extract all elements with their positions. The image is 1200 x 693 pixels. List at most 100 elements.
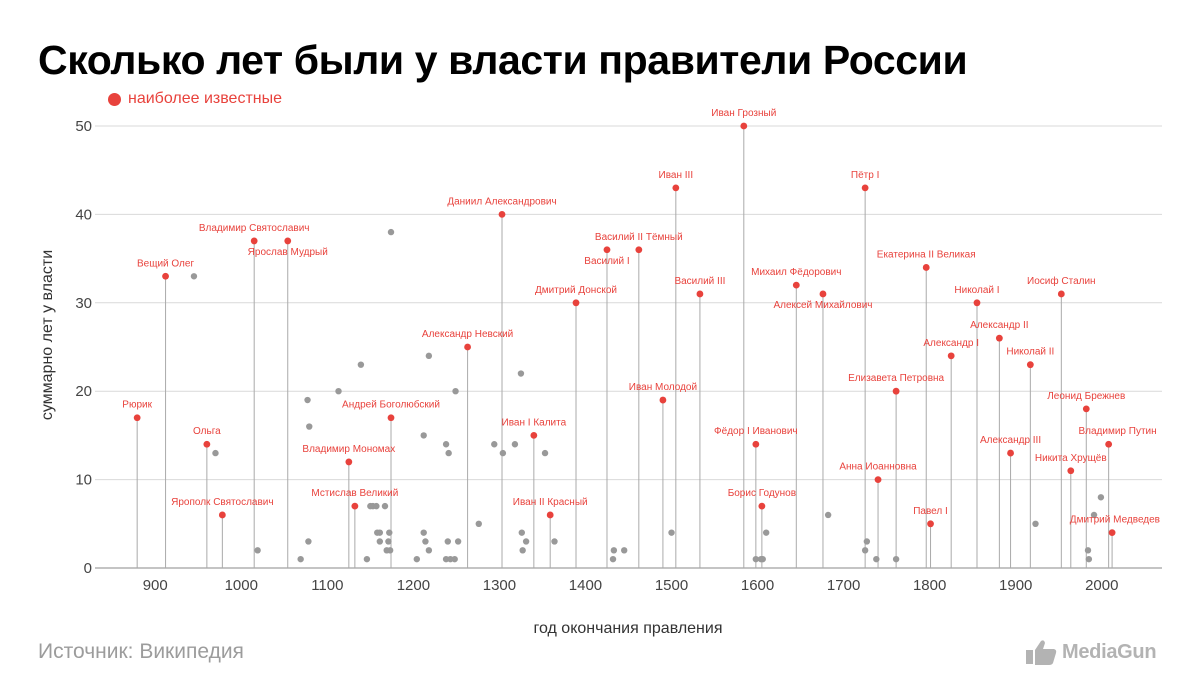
ruler-point — [824, 511, 832, 519]
other-rulers-points — [190, 228, 1105, 563]
ruler-point — [381, 502, 389, 510]
ruler-point — [511, 441, 519, 448]
highlighted-rulers-points: Рюрик Вещий Олег Ольга Ярополк Святославич В… — [122, 108, 1160, 537]
x-tick-label: 1100 — [311, 577, 343, 594]
chart-title: Сколько лет были у власти правители Росс… — [38, 37, 968, 83]
ruler-point — [873, 555, 880, 563]
legend: наиболее известные — [108, 90, 282, 108]
x-tick-label: 1500 — [655, 577, 688, 594]
ruler-label: Пётр I — [851, 170, 879, 181]
ruler-label: Василий I — [584, 256, 629, 267]
ruler-label: Андрей Боголюбский — [342, 399, 440, 411]
highlighted-ruler-point — [819, 290, 827, 298]
brand-logo: MediaGun — [1024, 638, 1157, 666]
ruler-point — [541, 449, 549, 457]
ruler-label: Борис Годунов — [728, 488, 796, 499]
ruler-label: Александр I — [923, 338, 979, 349]
highlighted-ruler-point — [927, 520, 934, 528]
ruler-label: Никита Хрущёв — [1035, 453, 1107, 464]
highlighted-ruler-point — [995, 334, 1003, 342]
ruler-label: Дмитрий Медведев — [1070, 515, 1160, 526]
highlighted-ruler-point — [530, 432, 538, 439]
ruler-point — [386, 529, 393, 536]
ruler-label: Иван Молодой — [629, 382, 697, 393]
ruler-point — [387, 228, 395, 236]
ruler-point — [420, 432, 427, 439]
ruler-label: Иван Грозный — [711, 108, 776, 119]
ruler-label: Василий II Тёмный — [595, 232, 683, 243]
highlighted-ruler-point — [345, 458, 353, 466]
highlighted-ruler-point — [874, 476, 882, 483]
ruler-point — [522, 538, 530, 545]
ruler-point — [499, 449, 507, 457]
x-tick-label: 1000 — [225, 577, 258, 594]
x-tick-label: 2000 — [1085, 577, 1118, 594]
ruler-label: Рюрик — [122, 400, 152, 411]
ruler-label: Леонид Брежнев — [1047, 391, 1125, 402]
ruler-point — [306, 423, 313, 430]
ruler-point — [609, 555, 617, 563]
ruler-point — [1097, 494, 1105, 501]
highlighted-ruler-point — [546, 511, 554, 519]
ruler-point — [254, 547, 261, 554]
ruler-point — [610, 547, 618, 554]
highlighted-ruler-point — [603, 246, 611, 254]
ruler-point — [451, 555, 458, 563]
ruler-point — [517, 370, 525, 377]
highlighted-ruler-point — [1067, 467, 1075, 475]
ruler-point — [212, 449, 219, 457]
ruler-point — [190, 273, 198, 280]
ruler-label: Алексей Михайлович — [773, 300, 872, 311]
ruler-point — [425, 547, 433, 554]
ruler-label: Николай I — [954, 285, 999, 296]
ruler-point — [759, 555, 766, 563]
ruler-point — [376, 529, 384, 536]
ruler-point — [385, 538, 392, 545]
highlighted-ruler-point — [1007, 449, 1014, 457]
highlighted-ruler-point — [1105, 440, 1113, 448]
x-tick-label: 1200 — [397, 577, 430, 594]
x-tick-label: 1400 — [569, 577, 602, 594]
stems — [136, 126, 1113, 568]
y-tick-label: 0 — [84, 560, 92, 577]
highlighted-ruler-point — [203, 440, 211, 448]
highlighted-ruler-point — [696, 290, 704, 298]
x-tick-label: 1600 — [741, 577, 774, 594]
ruler-label: Николай II — [1006, 347, 1054, 358]
highlighted-ruler-point — [1082, 405, 1090, 413]
y-tick-label: 10 — [75, 472, 92, 489]
highlighted-ruler-point — [133, 414, 141, 422]
ruler-label: Иосиф Сталин — [1027, 275, 1096, 287]
highlighted-ruler-point — [498, 211, 506, 218]
ruler-point — [386, 547, 394, 554]
highlighted-ruler-point — [635, 246, 643, 254]
ruler-label: Иван III — [659, 170, 694, 181]
x-tick-label: 1700 — [827, 577, 860, 594]
ruler-label: Александр III — [980, 435, 1041, 446]
highlighted-ruler-point — [947, 352, 955, 360]
ruler-label: Василий III — [674, 276, 725, 287]
ruler-point — [1032, 520, 1039, 527]
ruler-label: Владимир Святославич — [199, 223, 310, 234]
ruler-label: Екатерина II Великая — [877, 249, 976, 260]
x-tick-label: 1900 — [999, 577, 1032, 594]
highlighted-ruler-point — [740, 122, 748, 130]
ruler-point — [363, 555, 371, 563]
ruler-label: Ольга — [193, 426, 221, 437]
ruler-point — [752, 555, 760, 563]
highlighted-ruler-point — [572, 299, 580, 307]
ruler-label: Ярополк Святославич — [171, 497, 273, 508]
axis-ticks: 0 10 20 30 40 50 900 1000 1100 1200 1300 1400 1500 16… — [75, 118, 1118, 594]
highlighted-ruler-point — [659, 396, 667, 404]
ruler-label: Ярослав Мудрый — [248, 247, 328, 258]
highlighted-ruler-point — [973, 299, 981, 307]
ruler-point — [376, 538, 384, 545]
x-tick-label: 1300 — [483, 577, 516, 594]
ruler-label: Елизавета Петровна — [848, 373, 944, 384]
ruler-label: Александр Невский — [422, 329, 513, 340]
ruler-point — [335, 388, 342, 395]
highlighted-ruler-point — [1026, 361, 1034, 369]
ruler-point — [305, 538, 312, 545]
y-tick-label: 50 — [75, 118, 92, 135]
